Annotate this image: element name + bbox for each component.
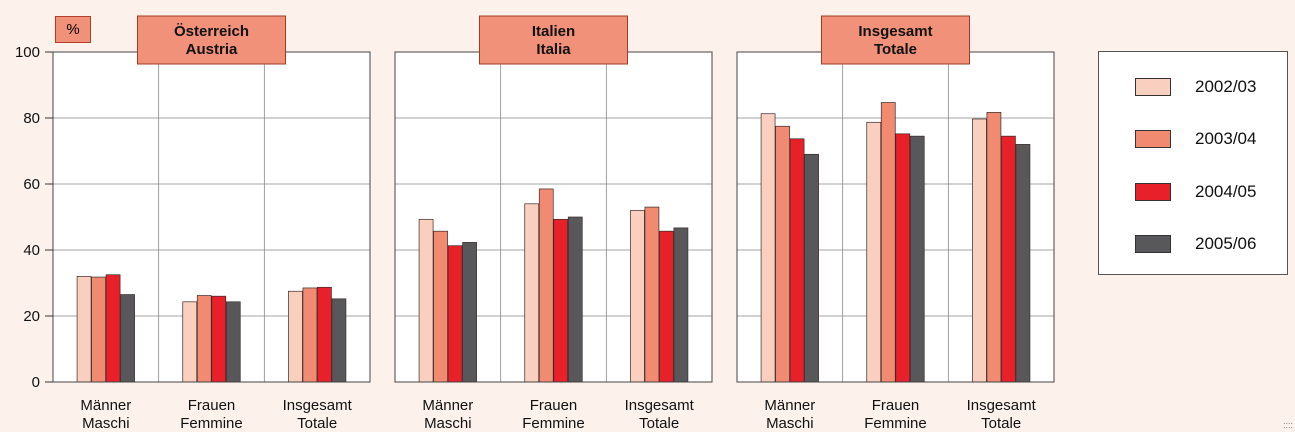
bar-2004-05 bbox=[1001, 135, 1016, 383]
legend-label-2004-05: 2004/05 bbox=[1195, 182, 1257, 201]
bar-2005-06 bbox=[225, 301, 241, 383]
y-tick-label: 60 bbox=[23, 176, 40, 193]
panel-title: Italien bbox=[532, 23, 575, 40]
panel-title: Österreich bbox=[174, 23, 249, 40]
panel-subtitle: Austria bbox=[186, 41, 238, 58]
bar-2002-03 bbox=[866, 121, 882, 383]
y-tick-label: 100 bbox=[15, 44, 40, 61]
category-label: Totale bbox=[297, 415, 337, 432]
bar-2005-06 bbox=[1015, 144, 1031, 383]
bar-2003-04 bbox=[91, 276, 106, 383]
panel-subtitle: Italia bbox=[536, 41, 571, 58]
bar-2003-04 bbox=[986, 112, 1002, 383]
category-label: Insgesamt bbox=[967, 397, 1037, 414]
category-label: Maschi bbox=[82, 415, 130, 432]
category-label: Männer bbox=[80, 397, 131, 414]
bar-2002-03 bbox=[418, 218, 434, 383]
y-tick-label: 20 bbox=[23, 308, 40, 325]
panel-title-box bbox=[137, 15, 286, 65]
bar-2004-05 bbox=[553, 218, 569, 383]
category-label: Insgesamt bbox=[625, 397, 695, 414]
bar-2004-05 bbox=[447, 245, 463, 383]
unit-badge: % bbox=[55, 16, 91, 43]
bar-2004-05 bbox=[105, 274, 121, 383]
panel-title-box bbox=[821, 15, 970, 65]
legend-swatch-2003-04 bbox=[1135, 130, 1171, 148]
category-label: Maschi bbox=[424, 415, 472, 432]
corner-mark: :::: bbox=[1282, 420, 1293, 430]
bar-2003-04 bbox=[433, 230, 448, 383]
bar-2002-03 bbox=[760, 113, 776, 383]
category-label: Maschi bbox=[766, 415, 814, 432]
bar-2005-06 bbox=[462, 242, 477, 383]
legend-swatch-2002-03 bbox=[1135, 78, 1171, 96]
panel-title: Insgesamt bbox=[858, 23, 932, 40]
y-tick-label: 80 bbox=[23, 110, 40, 127]
bar-2002-03 bbox=[524, 203, 540, 383]
panel-subtitle: Totale bbox=[874, 41, 917, 58]
bar-2003-04 bbox=[196, 295, 212, 383]
bar-2003-04 bbox=[302, 287, 318, 383]
bar-2004-05 bbox=[211, 295, 227, 383]
bar-2002-03 bbox=[182, 301, 198, 383]
legend-swatch-2004-05 bbox=[1135, 183, 1171, 201]
category-label: Totale bbox=[639, 415, 679, 432]
category-label: Männer bbox=[764, 397, 815, 414]
bar-2005-06 bbox=[331, 298, 347, 383]
panel-title-box bbox=[479, 15, 628, 65]
category-label: Femmine bbox=[180, 415, 243, 432]
bar-2005-06 bbox=[909, 135, 925, 383]
y-tick-label: 40 bbox=[23, 242, 40, 259]
bar-2005-06 bbox=[120, 294, 135, 383]
bar-2004-05 bbox=[789, 138, 805, 383]
legend-label-2003-04: 2003/04 bbox=[1195, 129, 1257, 148]
category-label: Femmine bbox=[522, 415, 585, 432]
bar-2005-06 bbox=[567, 216, 583, 383]
category-label: Frauen bbox=[872, 397, 920, 414]
category-label: Insgesamt bbox=[283, 397, 353, 414]
bar-2005-06 bbox=[673, 227, 689, 383]
bar-2002-03 bbox=[76, 276, 92, 383]
legend-label-2002-03: 2002/03 bbox=[1195, 77, 1257, 96]
y-tick-label: 0 bbox=[32, 374, 40, 391]
bar-2002-03 bbox=[288, 290, 303, 383]
bar-2002-03 bbox=[972, 118, 987, 383]
bar-2002-03 bbox=[630, 210, 645, 383]
bar-2005-06 bbox=[804, 153, 819, 383]
bar-2004-05 bbox=[659, 230, 674, 383]
bar-2004-05 bbox=[317, 286, 332, 383]
bar-2003-04 bbox=[880, 102, 896, 383]
category-label: Männer bbox=[422, 397, 473, 414]
legend-swatch-2005-06 bbox=[1135, 235, 1171, 253]
category-label: Totale bbox=[981, 415, 1021, 432]
category-label: Femmine bbox=[864, 415, 927, 432]
category-label: Frauen bbox=[188, 397, 236, 414]
bar-2003-04 bbox=[775, 125, 790, 383]
panel-3: MännerMaschiFrauenFemmineInsgesamtTotale… bbox=[736, 15, 1055, 432]
category-label: Frauen bbox=[530, 397, 578, 414]
bar-2003-04 bbox=[644, 206, 660, 383]
legend: 2002/03 2003/04 2004/05 2005/06 bbox=[1098, 51, 1288, 275]
bar-2003-04 bbox=[538, 188, 554, 383]
bar-2004-05 bbox=[895, 133, 911, 383]
legend-label-2005-06: 2005/06 bbox=[1195, 234, 1257, 253]
